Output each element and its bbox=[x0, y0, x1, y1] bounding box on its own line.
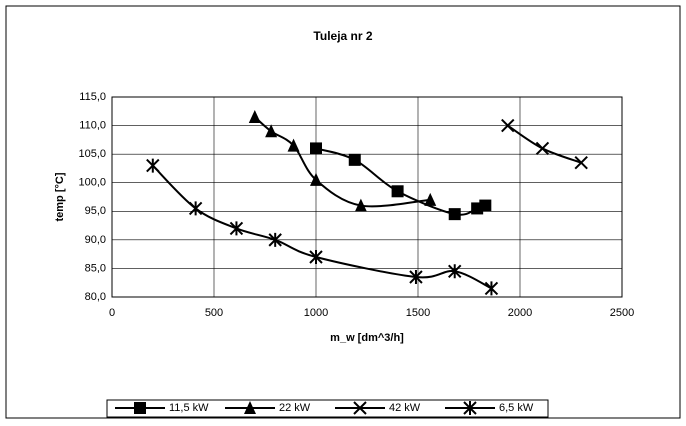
x-tick-label: 2500 bbox=[610, 307, 634, 319]
marker bbox=[479, 199, 492, 212]
legend-marker bbox=[463, 401, 477, 415]
x-tick-label: 0 bbox=[109, 307, 115, 319]
y-tick-label: 100,0 bbox=[78, 177, 106, 189]
marker bbox=[448, 264, 462, 279]
chart-title: Tuleja nr 2 bbox=[313, 29, 372, 43]
y-tick-label: 110,0 bbox=[79, 119, 106, 131]
y-tick-label: 95,0 bbox=[85, 205, 106, 217]
chart-border bbox=[5, 5, 681, 419]
legend-label: 11,5 kW bbox=[169, 402, 209, 414]
marker bbox=[309, 250, 323, 264]
marker bbox=[409, 270, 423, 284]
marker bbox=[348, 153, 361, 166]
x-tick-label: 500 bbox=[205, 307, 223, 319]
y-tick-label: 90,0 bbox=[85, 234, 106, 246]
y-axis-label: temp [°C] bbox=[54, 172, 66, 221]
marker bbox=[310, 142, 322, 155]
series-line bbox=[152, 164, 492, 290]
x-tick-label: 1000 bbox=[304, 307, 328, 319]
marker bbox=[535, 141, 550, 156]
marker bbox=[229, 221, 244, 236]
y-tick-label: 85,0 bbox=[85, 262, 106, 274]
legend-label: 22 kW bbox=[279, 402, 311, 414]
x-tick-label: 1500 bbox=[406, 307, 430, 319]
marker bbox=[310, 172, 322, 186]
legend-label: 42 kW bbox=[389, 402, 421, 414]
marker bbox=[146, 158, 160, 173]
legend-marker bbox=[244, 401, 256, 414]
marker bbox=[248, 110, 261, 123]
marker bbox=[268, 232, 282, 247]
plot-border bbox=[111, 96, 623, 298]
marker bbox=[391, 185, 404, 198]
marker bbox=[574, 156, 588, 170]
y-tick-label: 105,0 bbox=[78, 148, 106, 160]
legend-marker bbox=[353, 401, 367, 415]
marker bbox=[287, 138, 300, 152]
marker bbox=[188, 201, 203, 216]
x-axis-label: m_w [dm^3/h] bbox=[330, 332, 404, 344]
marker bbox=[265, 124, 278, 138]
legend-marker bbox=[134, 402, 146, 414]
marker bbox=[501, 118, 515, 133]
marker bbox=[424, 192, 437, 206]
marker bbox=[484, 281, 499, 296]
legend-label: 6,5 kW bbox=[499, 402, 534, 414]
marker bbox=[354, 198, 367, 212]
y-tick-label: 115,0 bbox=[79, 91, 106, 103]
marker bbox=[448, 208, 461, 221]
legend-box bbox=[106, 399, 549, 418]
y-tick-label: 80,0 bbox=[85, 291, 106, 303]
x-tick-label: 2000 bbox=[508, 307, 532, 319]
